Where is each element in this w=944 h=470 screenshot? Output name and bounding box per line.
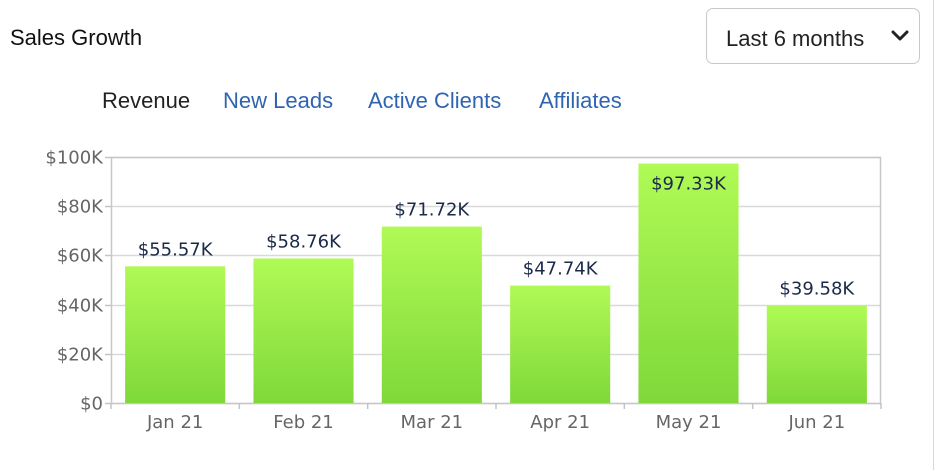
x-tick-label: May 21 <box>656 412 722 433</box>
y-tick-label: $80K <box>57 197 104 218</box>
bar-feb-21[interactable] <box>253 258 354 403</box>
widget-title: Sales Growth <box>10 25 143 50</box>
data-label: $47.74K <box>523 259 599 280</box>
tab-new-leads[interactable]: New Leads <box>223 88 334 113</box>
data-label: $58.76K <box>266 231 342 252</box>
bar-jan-21[interactable] <box>125 266 226 403</box>
data-label: $97.33K <box>651 174 727 195</box>
x-tick-label: Jun 21 <box>787 412 845 433</box>
bar-apr-21[interactable] <box>510 285 611 403</box>
x-axis: Jan 21 Feb 21 Mar 21 Apr 21 May 21 Jun 21 <box>110 403 882 433</box>
y-tick-label: $0 <box>80 394 103 415</box>
y-tick-label: $40K <box>57 296 104 317</box>
plot-frame <box>110 156 882 405</box>
data-label: $55.57K <box>138 239 214 260</box>
tab-active-clients[interactable]: Active Clients <box>368 88 502 113</box>
tab-affiliates[interactable]: Affiliates <box>539 88 622 113</box>
bar-mar-21[interactable] <box>381 226 482 403</box>
gridlines <box>110 156 882 405</box>
y-axis: $0 $20K $40K $60K $80K $100K <box>45 148 111 415</box>
panel-edge <box>933 0 934 470</box>
period-select-value: Last 6 months <box>726 26 865 51</box>
y-tick-label: $60K <box>57 246 104 267</box>
data-label: $39.58K <box>779 279 855 300</box>
period-select[interactable]: Last 6 months <box>706 8 920 64</box>
chevron-down-icon <box>891 30 909 41</box>
y-tick-label: $100K <box>45 148 104 169</box>
tab-revenue[interactable]: Revenue <box>102 88 191 113</box>
data-label: $71.72K <box>394 200 470 221</box>
x-tick-label: Mar 21 <box>401 412 464 433</box>
bar-may-21[interactable] <box>638 163 739 403</box>
data-labels: $55.57K $58.76K $71.72K $47.74K $97.33K $39.5… <box>138 174 856 300</box>
x-tick-label: Jan 21 <box>146 412 203 433</box>
y-tick-label: $20K <box>57 345 104 366</box>
bars <box>125 163 867 403</box>
x-tick-label: Apr 21 <box>530 412 590 433</box>
x-tick-label: Feb 21 <box>273 412 334 433</box>
bar-jun-21[interactable] <box>766 305 867 403</box>
